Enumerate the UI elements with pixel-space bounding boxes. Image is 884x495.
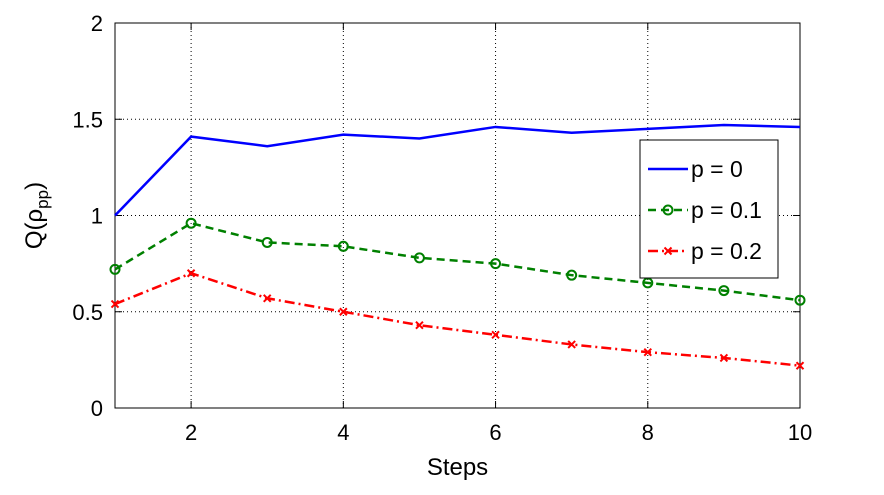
- series-line-2: [114, 221, 801, 302]
- series-2-point: [490, 258, 502, 270]
- legend-label-1: p = 0: [691, 156, 743, 182]
- axis-ticks: 2 4 6 8 10 0 0.5 1 1.5 2: [72, 11, 812, 445]
- series-2-point: [185, 217, 197, 229]
- legend-marker-3: [663, 246, 673, 256]
- series-3-point-stroke: [186, 269, 196, 278]
- series-3-point: [263, 294, 272, 303]
- series-2-point: [337, 240, 349, 252]
- series-3-point: [491, 330, 500, 340]
- x-tick-label: 4: [337, 420, 349, 445]
- y-tick-label: 0.5: [72, 300, 103, 325]
- series-3-point: [795, 361, 805, 370]
- y-tick-label: 1.5: [72, 107, 103, 132]
- series-3-point-stroke: [263, 294, 272, 303]
- series-2-point: [109, 263, 121, 275]
- series-3-point: [339, 307, 348, 316]
- legend-marker-3-stroke: [663, 246, 673, 256]
- series-2-point: [718, 285, 730, 297]
- series-3-point: [186, 269, 196, 278]
- y-axis-title-main: Q(ρ: [21, 209, 48, 249]
- series-3-point-stroke: [719, 353, 729, 363]
- y-axis-title-subscript: pp: [33, 190, 52, 209]
- series-3-point-stroke: [643, 347, 652, 357]
- y-axis-title: Q(ρpp): [21, 182, 52, 249]
- legend-label-2: p = 0.1: [691, 197, 762, 223]
- x-axis-title: Steps: [427, 454, 488, 481]
- legend-marker-2: [662, 204, 674, 216]
- x-tick-label: 2: [185, 420, 197, 445]
- x-tick-label: 10: [788, 420, 812, 445]
- x-tick-label: 6: [489, 420, 501, 445]
- series-3-point-stroke: [415, 321, 424, 330]
- series-line-1: [114, 123, 801, 217]
- series-2-point: [566, 269, 578, 281]
- series-3-point: [643, 347, 652, 357]
- series-2-point: [413, 252, 425, 264]
- y-tick-label: 1: [91, 204, 103, 229]
- series-3-point-stroke: [491, 330, 500, 340]
- series-2-point: [794, 294, 806, 306]
- series-layer: [109, 123, 806, 370]
- series-3-point: [110, 299, 120, 309]
- x-tick-label: 8: [642, 420, 654, 445]
- series-3-point: [719, 353, 729, 363]
- series-3-point: [567, 340, 576, 349]
- series-3-point-stroke: [339, 307, 348, 316]
- y-tick-label: 2: [91, 11, 103, 36]
- series-3-point: [415, 321, 424, 330]
- series-3-point-stroke: [110, 299, 120, 309]
- legend-label-3: p = 0.2: [691, 238, 762, 264]
- series-3-point-stroke: [795, 361, 805, 370]
- series-line-3: [114, 271, 801, 367]
- legend: p = 0 p = 0.1 p = 0.2: [639, 139, 779, 279]
- series-2-point: [261, 236, 273, 248]
- y-tick-label: 0: [91, 396, 103, 421]
- series-3-point-stroke: [567, 340, 576, 349]
- y-axis-title-close: ): [21, 182, 48, 190]
